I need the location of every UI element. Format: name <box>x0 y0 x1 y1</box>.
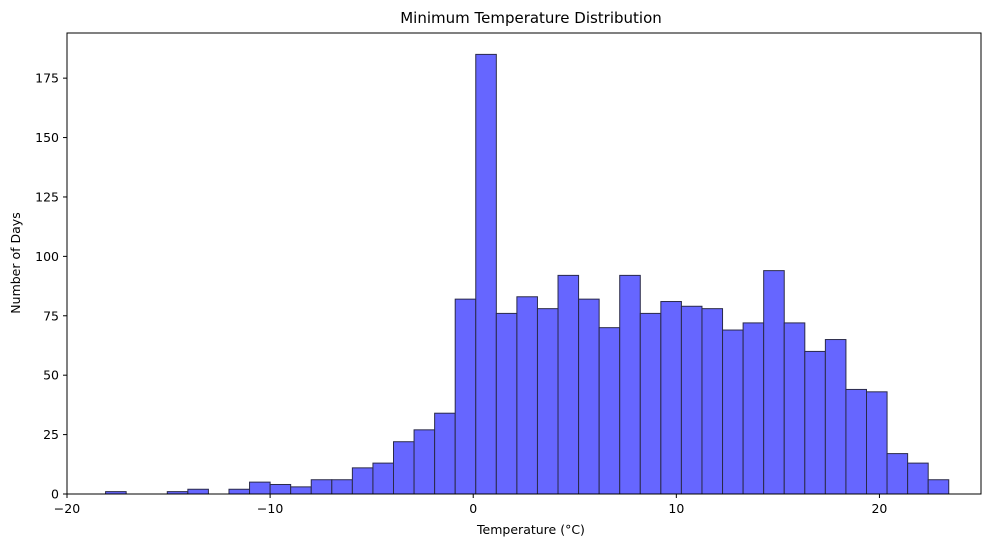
histogram-bar <box>249 481 271 495</box>
histogram-bar <box>290 486 312 495</box>
histogram-bar <box>434 412 456 495</box>
histogram-bar <box>619 274 641 495</box>
histogram-bar <box>927 479 950 495</box>
histogram-bar <box>845 388 867 495</box>
y-tick-label: 0 <box>51 487 59 502</box>
histogram-bar <box>804 350 826 495</box>
x-tick-label: −20 <box>54 501 80 516</box>
histogram-bar <box>660 301 682 495</box>
x-tick-label: 20 <box>871 501 887 516</box>
y-tick-label: 100 <box>35 249 59 264</box>
y-tick-label: 150 <box>35 130 59 145</box>
histogram-bar <box>413 429 436 495</box>
histogram-bar <box>187 488 209 495</box>
y-tick-label: 50 <box>43 368 59 383</box>
histogram-bar <box>824 339 847 495</box>
chart-title: Minimum Temperature Distribution <box>400 9 662 27</box>
y-tick-label: 75 <box>43 308 59 323</box>
histogram-bar <box>372 462 395 495</box>
y-tick-label: 175 <box>35 71 59 86</box>
x-tick-label: 0 <box>469 501 477 516</box>
histogram-bar <box>866 391 888 495</box>
histogram-bar <box>310 479 333 495</box>
histogram-bar <box>886 453 909 495</box>
histogram-bar <box>639 312 662 495</box>
histogram-bar <box>680 305 703 495</box>
histogram-bar <box>454 298 477 495</box>
y-axis: 0 25 50 75 100 125 150 175 <box>35 71 67 502</box>
histogram-bar <box>598 327 621 495</box>
histogram-bar <box>495 312 518 495</box>
x-axis-label: Temperature (°C) <box>476 522 585 537</box>
histogram-bar <box>331 479 353 495</box>
histogram-bar <box>536 308 559 495</box>
x-tick-label: −10 <box>257 501 283 516</box>
histogram-bar <box>393 441 415 495</box>
histogram-bar <box>475 53 497 495</box>
histogram-bar <box>742 322 765 495</box>
histogram-bar <box>578 298 600 495</box>
histogram-bar <box>269 483 292 495</box>
y-axis-label: Number of Days <box>8 212 23 313</box>
y-tick-label: 125 <box>35 189 59 204</box>
histogram-bar <box>907 462 929 495</box>
x-axis: −20 −10 0 10 20 <box>54 494 887 516</box>
y-tick-label: 25 <box>43 427 59 442</box>
histogram-bar <box>783 322 806 495</box>
histogram-bar <box>557 274 580 495</box>
histogram-bar <box>722 329 744 495</box>
bars-group <box>105 53 950 495</box>
histogram-bar <box>516 296 538 495</box>
histogram-bar <box>228 488 251 495</box>
histogram-bar <box>763 270 785 495</box>
histogram-bar <box>701 308 724 495</box>
x-tick-label: 10 <box>668 501 684 516</box>
histogram-bar <box>351 467 374 495</box>
plot-frame <box>66 32 982 495</box>
